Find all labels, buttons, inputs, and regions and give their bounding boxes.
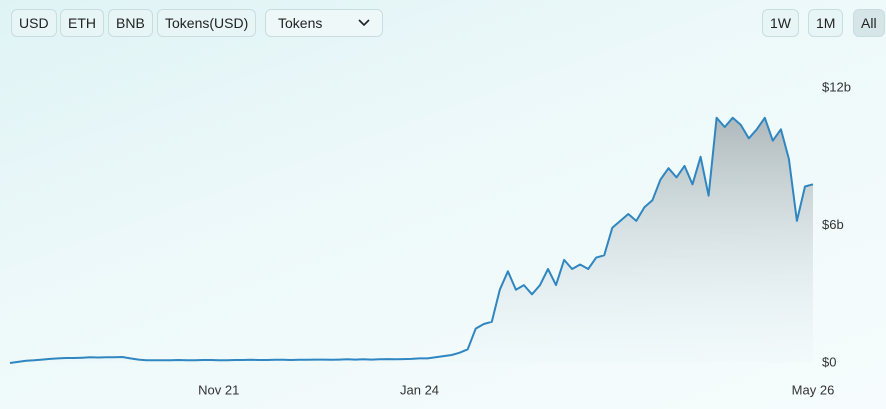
dropdown-label: Tokens: [278, 15, 323, 31]
y-tick-label: $12b: [822, 79, 851, 94]
x-tick-label: May 26: [792, 382, 835, 397]
currency-button[interactable]: USD: [11, 9, 57, 37]
x-tick-label: Nov 21: [198, 382, 239, 397]
token-dropdown[interactable]: Tokens: [265, 9, 383, 37]
y-tick-label: $6b: [822, 217, 844, 232]
chevron: [358, 19, 370, 27]
currency-button[interactable]: ETH: [60, 9, 104, 37]
range-button[interactable]: 1M: [808, 9, 844, 37]
currency-button[interactable]: Tokens(USD): [157, 9, 257, 37]
x-tick-label: Jan 24: [400, 382, 439, 397]
currency-button[interactable]: BNB: [108, 9, 153, 37]
area-fill: [10, 117, 813, 363]
line: [9, 116, 814, 364]
range-button[interactable]: All: [853, 9, 885, 37]
range-button[interactable]: 1W: [762, 9, 799, 37]
y-tick-label: $0: [822, 354, 836, 369]
